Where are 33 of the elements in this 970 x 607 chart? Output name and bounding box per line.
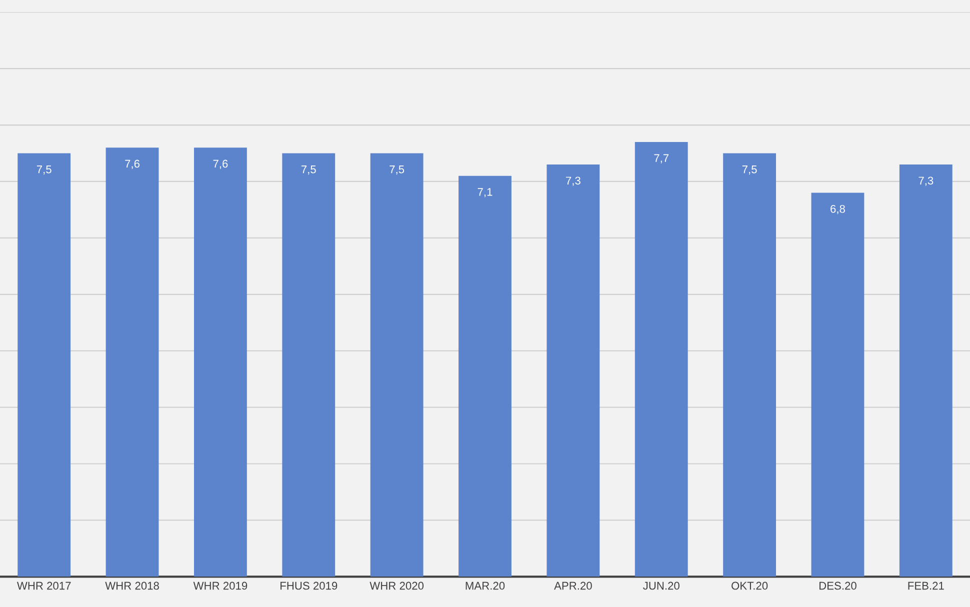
bar	[106, 148, 159, 577]
bar	[899, 164, 952, 577]
bar	[282, 153, 336, 577]
bar	[723, 153, 776, 577]
x-tick-label: MAR.20	[466, 582, 505, 590]
x-tick-label: FEB.21	[908, 582, 944, 590]
data-label: 7,5	[390, 166, 404, 175]
bar	[811, 192, 864, 577]
data-label: 7,6	[213, 160, 228, 169]
bar	[370, 153, 424, 577]
data-label: 7,6	[125, 160, 140, 169]
bar	[18, 153, 71, 577]
x-tick-label: WHR 2019	[193, 582, 248, 590]
data-label: 7,5	[301, 166, 316, 175]
data-label: 7,5	[36, 166, 52, 175]
x-tick-label: JUN.20	[643, 582, 680, 590]
x-tick-label: APR.20	[554, 582, 592, 590]
data-label: 6,8	[830, 204, 845, 214]
data-label: 7,5	[742, 166, 757, 175]
x-tick-label: FHUS 2019	[280, 582, 338, 590]
data-label: 7,7	[654, 154, 669, 164]
bar	[634, 142, 688, 577]
data-label: 7,1	[478, 188, 492, 198]
x-tick-label: DES.20	[819, 582, 856, 590]
x-tick-label: OKT.20	[732, 582, 768, 590]
x-tick-label: WHR 2018	[105, 582, 159, 590]
bar	[194, 148, 247, 577]
data-label: 7,3	[918, 176, 934, 186]
x-tick-label: WHR 2017	[16, 582, 71, 590]
bar	[458, 176, 512, 577]
bar	[546, 164, 600, 577]
x-tick-label: WHR 2020	[370, 582, 424, 590]
data-label: 7,3	[566, 176, 580, 186]
